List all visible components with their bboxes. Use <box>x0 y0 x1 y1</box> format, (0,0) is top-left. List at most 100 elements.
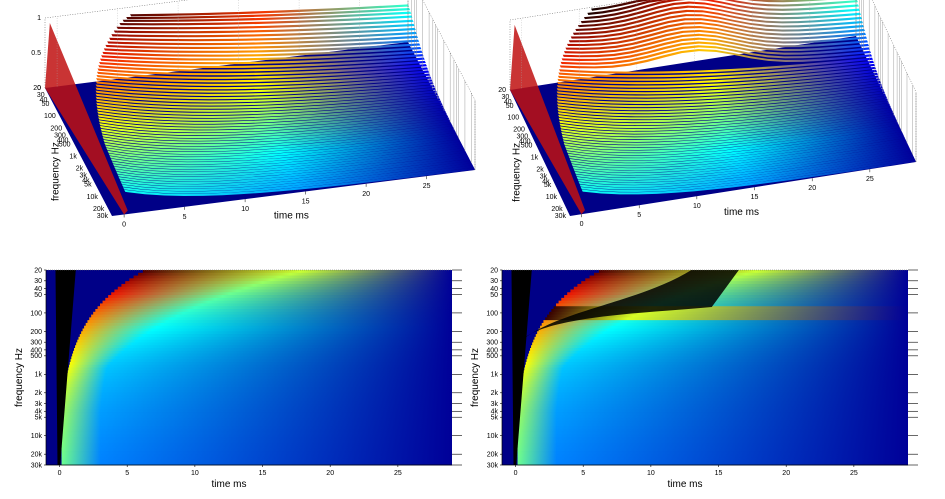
heatmap-band <box>61 420 453 424</box>
surface-strip <box>98 110 446 130</box>
heatmap-band <box>61 462 453 466</box>
x-tick-label: 20 <box>326 470 334 477</box>
heatmap-band <box>77 339 453 343</box>
heatmap-bands <box>46 270 453 466</box>
x-tick-label: 0 <box>122 221 126 228</box>
y-tick-label: 3k <box>79 173 87 180</box>
surface-strip <box>97 105 444 124</box>
heatmap-band <box>102 300 452 304</box>
y-tick-label: 40 <box>34 286 42 293</box>
heatmap-band <box>133 275 452 279</box>
y-tick-label: 20 <box>33 85 41 92</box>
heatmap-band <box>589 275 908 279</box>
heatmap-band <box>556 303 908 307</box>
surface-strip <box>561 112 894 140</box>
x-tick-label: 5 <box>581 470 585 477</box>
heatmap-band <box>61 417 453 421</box>
heatmap-band <box>64 387 453 391</box>
heatmap-band <box>75 345 452 349</box>
heatmap-band <box>517 445 908 449</box>
surface-strip <box>123 165 474 194</box>
onset-wall <box>45 22 128 215</box>
y-axis-label: frequency Hz <box>511 143 522 202</box>
x-tick-label: 10 <box>647 470 655 477</box>
y-tick-label: 50 <box>42 101 50 108</box>
resonance-ridge <box>519 270 739 343</box>
heatmap-band <box>561 297 908 302</box>
spectrogram-bottom-right: 203040501002003004005001k2k3k4k5k10k20k3… <box>470 267 918 490</box>
y-tick-label: 5k <box>84 182 92 189</box>
heatmap-band <box>517 423 908 427</box>
heatmap-band <box>61 428 453 432</box>
frequency-gridlines <box>502 269 918 466</box>
surface-strip <box>575 9 862 32</box>
heatmap-band <box>517 420 908 424</box>
heatmap-band <box>598 270 908 274</box>
heatmap-band <box>61 445 453 449</box>
surface-strip <box>562 37 869 58</box>
surface-strip <box>116 19 414 30</box>
y-tick-label: 300 <box>517 134 529 141</box>
surface-strips <box>510 0 916 216</box>
surface-plot-top-left: 0510152025203040501002003004005001k2k3k4… <box>31 0 476 228</box>
heatmap-band <box>61 453 453 458</box>
heatmap-band <box>61 448 453 452</box>
y-tick-label: 40 <box>490 286 498 293</box>
surface-strip <box>557 66 876 85</box>
surface-strip <box>97 64 427 76</box>
y-tick-label: 2k <box>491 390 499 397</box>
y-tick-label: 30 <box>502 94 510 101</box>
heatmap-band <box>125 281 452 285</box>
heatmap-band <box>524 367 908 371</box>
heatmap-band <box>82 328 453 332</box>
y-tick-label: 100 <box>486 310 498 317</box>
x-tick-label: 5 <box>183 214 187 221</box>
onset-ridge <box>55 270 76 465</box>
heatmap-band <box>73 350 452 354</box>
surface-strip <box>560 45 871 65</box>
surface-strip <box>559 105 891 131</box>
heatmap-band <box>70 359 453 363</box>
x-axis-label: time ms <box>212 479 247 490</box>
y-axis-label: frequency Hz <box>51 142 62 201</box>
surface-strip <box>557 63 875 81</box>
heatmap-band <box>585 278 908 282</box>
heatmap-band <box>519 395 908 399</box>
x-axis-label: time ms <box>724 207 759 218</box>
heatmap-band <box>517 409 908 413</box>
surface-strip <box>556 72 878 92</box>
surface-strip <box>107 35 419 46</box>
heatmap-band <box>517 437 908 441</box>
heatmap-band <box>76 342 452 346</box>
heatmap-band <box>517 428 908 432</box>
y-tick-label: 500 <box>521 142 533 149</box>
heatmap-band <box>517 459 908 463</box>
heatmap-band <box>517 412 908 416</box>
heatmap-band <box>517 406 908 410</box>
y-tick-label: 400 <box>57 137 69 144</box>
x-tick-label: 25 <box>850 470 858 477</box>
surface-strip <box>102 47 422 57</box>
surface-strip <box>96 98 441 115</box>
heatmap-band <box>61 437 453 441</box>
heatmap-band <box>530 348 908 352</box>
y-axis-label: frequency Hz <box>470 348 481 407</box>
surface-strip <box>556 78 880 98</box>
heatmap-band <box>558 300 908 304</box>
surface-strip <box>98 107 445 127</box>
y-tick-label: 100 <box>44 113 56 120</box>
surface-strip <box>580 1 860 24</box>
heatmap-band <box>129 278 452 282</box>
heatmap-band <box>61 456 453 460</box>
heatmap-band <box>540 325 908 329</box>
y-tick-label: 20 <box>34 267 42 274</box>
heatmap-band <box>529 350 908 354</box>
surface-strip <box>559 103 890 129</box>
heatmap-band <box>517 439 908 444</box>
y-tick-label: 400 <box>519 139 531 146</box>
y-tick-label: 100 <box>508 115 520 122</box>
y-tick-label: 20 <box>490 267 498 274</box>
y-tick-label: 40 <box>40 97 48 104</box>
heatmap-band <box>68 367 452 371</box>
frequency-gridlines <box>46 269 462 466</box>
